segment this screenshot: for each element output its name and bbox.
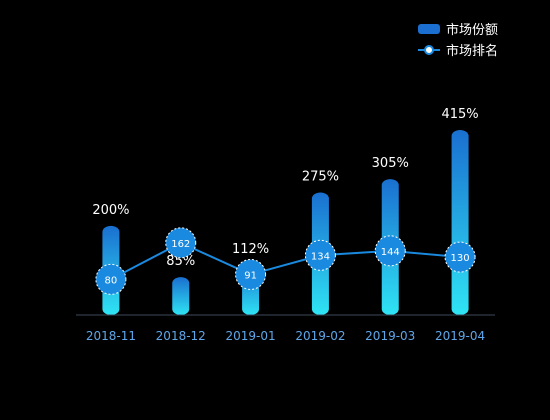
rank-point-2018-12[interactable]: 162: [165, 227, 197, 259]
x-tick-label-2019-03: 2019-03: [365, 329, 415, 343]
x-tick-label-2018-12: 2018-12: [156, 329, 206, 343]
rank-point-marker-2019-02: [304, 239, 336, 271]
rank-point-2019-02[interactable]: 134: [304, 239, 336, 271]
x-tick-label-2019-02: 2019-02: [295, 329, 345, 343]
legend-bar-label: 市场份额: [446, 22, 498, 38]
rank-point-marker-2018-12: [165, 227, 197, 259]
bar-value-label-2019-03: 305%: [372, 156, 409, 171]
rank-point-2018-11[interactable]: 80: [95, 263, 127, 295]
rank-point-marker-2019-04: [444, 241, 476, 273]
rank-point-label-2018-12: 162: [171, 239, 190, 250]
bar-2019-04[interactable]: [451, 130, 469, 315]
rank-point-label-2018-11: 80: [105, 275, 118, 286]
legend: 市场份额 市场排名: [418, 22, 498, 59]
legend-line-label: 市场排名: [446, 43, 498, 59]
bar-value-label-2019-02: 275%: [302, 169, 339, 184]
rank-point-marker-2019-01: [235, 258, 267, 290]
rank-point-2019-03[interactable]: 144: [374, 235, 406, 267]
rank-point-label-2019-01: 91: [244, 270, 257, 281]
x-tick-label-2019-01: 2019-01: [226, 329, 276, 343]
bar-value-label-2019-04: 415%: [441, 107, 478, 122]
rank-point-2019-01[interactable]: 91: [235, 258, 267, 290]
x-tick-label-2018-11: 2018-11: [86, 329, 136, 343]
legend-item-bar[interactable]: 市场份额: [418, 22, 498, 38]
rank-point-label-2019-03: 144: [381, 247, 400, 258]
bar-value-label-2019-01: 112%: [232, 242, 269, 257]
x-tick-label-2019-04: 2019-04: [435, 329, 485, 343]
rank-point-label-2019-04: 130: [451, 253, 470, 264]
rank-point-marker-2018-11: [95, 263, 127, 295]
bar-value-label-2018-11: 200%: [92, 203, 129, 218]
legend-bar-swatch: [418, 24, 440, 34]
bar-series: [102, 130, 469, 315]
rank-point-label-2019-02: 134: [311, 251, 330, 262]
rank-point-marker-2019-03: [374, 235, 406, 267]
rank-points: 80 162 91 134 144 130: [95, 227, 476, 295]
bar-value-label-2018-12: 85%: [166, 254, 195, 269]
bar-value-labels: 200% 85% 112% 275% 305% 415%: [92, 107, 478, 269]
rank-line: [110, 241, 461, 281]
x-axis-labels: 2018-11 2018-12 2019-01 2019-02 2019-03 2019-…: [86, 329, 485, 343]
rank-point-2019-04[interactable]: 130: [444, 241, 476, 273]
legend-line-marker: [424, 45, 434, 55]
legend-item-line[interactable]: 市场排名: [418, 43, 498, 59]
bar-2018-12[interactable]: [172, 277, 190, 315]
